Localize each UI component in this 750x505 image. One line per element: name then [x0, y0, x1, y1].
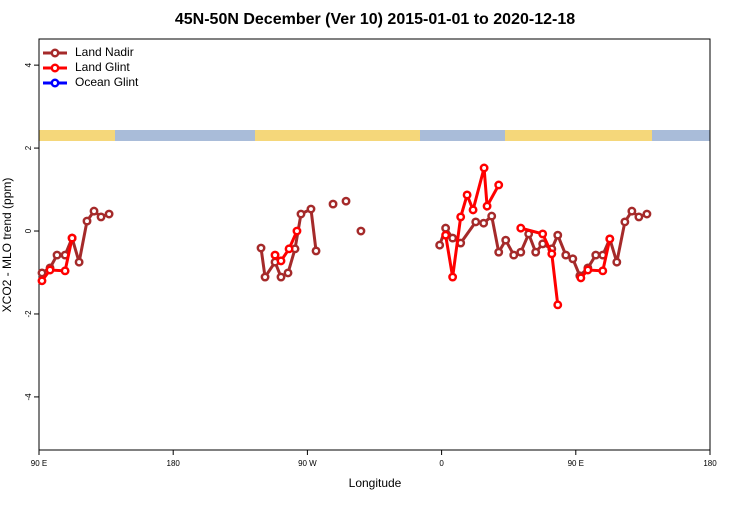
point	[576, 273, 586, 283]
point	[284, 244, 294, 254]
point	[612, 257, 622, 267]
series-line	[40, 167, 612, 306]
point	[311, 246, 321, 256]
point	[96, 212, 106, 222]
point	[553, 300, 563, 310]
point	[276, 256, 286, 266]
x-tick-label: 90 E	[568, 459, 584, 468]
legend-marker	[50, 63, 60, 73]
point	[82, 216, 92, 226]
x-tick-label: 180	[703, 459, 717, 468]
point	[531, 247, 541, 257]
point	[74, 257, 84, 267]
point	[471, 217, 481, 227]
point	[516, 223, 526, 233]
point	[37, 268, 47, 278]
point	[494, 180, 504, 190]
legend-marker	[50, 48, 60, 58]
point	[547, 249, 557, 259]
point	[37, 276, 47, 286]
x-tick-label: 90 W	[298, 459, 317, 468]
point	[634, 212, 644, 222]
x-tick-label: 180	[167, 459, 181, 468]
plot-frame	[38, 38, 711, 451]
point	[462, 190, 472, 200]
y-tick-label: 4	[24, 62, 33, 67]
y-tick-label: -4	[24, 393, 33, 401]
y-tick-label: 0	[24, 228, 33, 233]
legend-label: Land Glint	[75, 60, 130, 74]
point	[568, 254, 578, 264]
point	[509, 250, 519, 260]
point	[456, 212, 466, 222]
point	[260, 272, 270, 282]
point	[482, 201, 492, 211]
point	[501, 235, 511, 245]
point	[468, 205, 478, 215]
point	[356, 226, 366, 236]
point	[494, 247, 504, 257]
point	[435, 240, 445, 250]
point	[306, 204, 316, 214]
point	[441, 230, 451, 240]
point	[89, 206, 99, 216]
y-axis-label: XCO2 - MLO trend (ppm)	[0, 178, 14, 313]
point	[52, 250, 62, 260]
point	[104, 209, 114, 219]
y-tick-label: -2	[24, 310, 33, 318]
point	[627, 206, 637, 216]
point	[45, 265, 55, 275]
point	[441, 223, 451, 233]
point	[448, 233, 458, 243]
legend-label: Ocean Glint	[75, 75, 139, 89]
point	[538, 229, 548, 239]
point	[341, 196, 351, 206]
point	[598, 266, 608, 276]
point	[328, 199, 338, 209]
point	[60, 266, 70, 276]
point	[642, 209, 652, 219]
point	[67, 233, 77, 243]
x-axis-label: Longitude	[349, 476, 402, 490]
point	[620, 217, 630, 227]
point	[448, 272, 458, 282]
legend-label: Land Nadir	[75, 45, 134, 59]
point	[270, 250, 280, 260]
y-tick-label: 2	[24, 145, 33, 150]
point	[479, 218, 489, 228]
point	[591, 250, 601, 260]
point	[487, 211, 497, 221]
point	[561, 250, 571, 260]
x-tick-label: 0	[439, 459, 444, 468]
legend-marker	[50, 78, 60, 88]
chart-title: 45N-50N December (Ver 10) 2015-01-01 to …	[175, 11, 575, 28]
point	[296, 209, 306, 219]
series-line	[41, 206, 648, 282]
point	[276, 272, 286, 282]
point	[583, 265, 593, 275]
point	[605, 234, 615, 244]
point	[256, 243, 266, 253]
point	[292, 226, 302, 236]
x-tick-label: 90 E	[31, 459, 47, 468]
point	[283, 268, 293, 278]
point	[553, 230, 563, 240]
point	[516, 247, 526, 257]
map-strip	[39, 130, 710, 141]
point	[479, 163, 489, 173]
